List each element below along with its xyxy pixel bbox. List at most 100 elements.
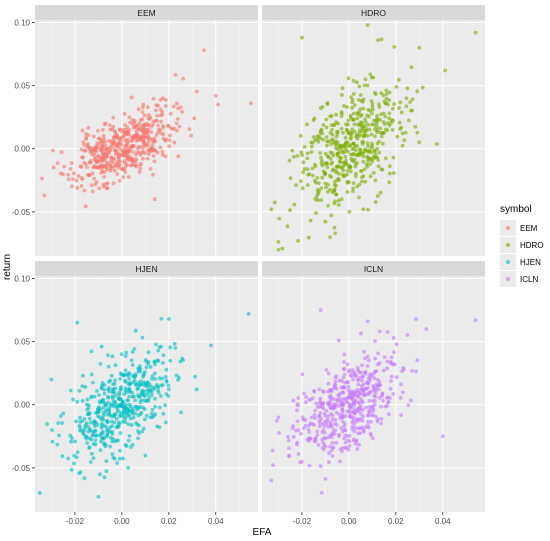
data-point <box>94 180 99 184</box>
data-point <box>161 411 166 416</box>
data-point <box>140 105 145 110</box>
data-point <box>98 362 103 366</box>
data-point <box>399 382 403 387</box>
data-point <box>58 414 63 418</box>
data-point <box>85 397 90 402</box>
data-point <box>161 132 166 137</box>
data-point <box>106 380 111 384</box>
data-point <box>159 344 163 349</box>
data-point <box>356 368 360 373</box>
data-point <box>61 172 65 177</box>
data-point <box>310 173 315 178</box>
data-point <box>377 102 381 107</box>
data-point <box>94 159 99 164</box>
data-point <box>120 134 125 139</box>
data-point <box>346 76 351 81</box>
data-point <box>333 379 338 384</box>
data-point <box>345 149 350 154</box>
data-point <box>354 134 358 139</box>
data-point <box>434 142 439 146</box>
data-point <box>146 152 151 156</box>
data-point <box>82 188 87 193</box>
data-point <box>87 160 92 165</box>
data-point <box>370 122 374 127</box>
data-point <box>123 443 128 447</box>
data-point <box>122 159 127 164</box>
data-point <box>305 151 310 156</box>
data-point <box>319 198 324 203</box>
data-point <box>272 200 277 205</box>
data-point <box>362 167 367 172</box>
data-point <box>176 378 180 382</box>
data-point <box>81 430 85 435</box>
data-point <box>120 166 125 171</box>
data-point <box>110 354 115 359</box>
data-point <box>352 411 357 415</box>
data-point <box>149 393 154 398</box>
data-point <box>101 133 106 138</box>
data-point <box>287 453 291 458</box>
data-point <box>294 183 298 188</box>
legend-entry-eem: EEM <box>500 220 538 236</box>
data-point <box>312 389 317 394</box>
data-point <box>340 449 344 454</box>
data-point <box>354 80 359 85</box>
data-point <box>331 167 336 172</box>
data-point <box>115 461 119 465</box>
data-point <box>385 128 390 133</box>
data-point <box>163 104 168 108</box>
data-point <box>357 375 362 380</box>
data-point <box>350 395 355 400</box>
data-point <box>115 172 119 176</box>
data-point <box>270 448 275 453</box>
y-tick-label: 0.00 <box>14 401 30 410</box>
data-point <box>143 417 147 422</box>
data-point <box>323 171 327 176</box>
data-point <box>160 109 164 114</box>
data-point <box>129 163 133 168</box>
data-point <box>131 150 135 154</box>
legend-label: HJEN <box>520 258 541 267</box>
data-point <box>280 246 285 251</box>
data-point <box>136 436 140 441</box>
data-point <box>61 411 66 416</box>
y-tick-label: 0.05 <box>14 338 30 347</box>
data-point <box>372 376 377 381</box>
data-point <box>269 478 274 483</box>
data-point <box>127 434 132 438</box>
data-point <box>154 342 158 347</box>
data-point <box>313 138 317 143</box>
data-point <box>159 383 164 388</box>
data-point <box>83 162 88 166</box>
data-point <box>316 443 321 447</box>
data-point <box>333 385 337 390</box>
data-point <box>356 382 361 387</box>
data-point <box>130 406 135 411</box>
data-point <box>370 102 375 106</box>
data-point <box>348 113 353 118</box>
data-point <box>352 401 357 405</box>
data-point <box>330 127 334 132</box>
data-point <box>387 98 392 103</box>
data-point <box>302 145 307 149</box>
data-point <box>345 105 349 109</box>
data-point <box>141 133 146 138</box>
data-point <box>333 417 338 422</box>
data-point <box>410 108 415 113</box>
data-point <box>295 419 300 424</box>
data-point <box>316 181 321 186</box>
data-point <box>117 155 121 159</box>
data-point <box>334 192 339 197</box>
data-point <box>385 359 390 364</box>
data-point <box>89 437 94 442</box>
data-point <box>335 165 340 169</box>
data-point <box>135 387 140 391</box>
data-point <box>362 349 367 354</box>
data-point <box>387 180 392 185</box>
data-point <box>174 373 179 378</box>
data-point <box>351 117 356 122</box>
data-point <box>271 463 275 467</box>
data-point <box>365 133 370 138</box>
data-point <box>341 375 346 380</box>
data-point <box>383 114 388 119</box>
